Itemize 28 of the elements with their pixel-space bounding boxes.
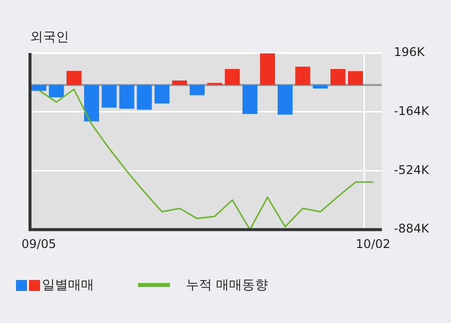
bar	[190, 85, 205, 96]
legend-label: 일별매매	[42, 277, 94, 294]
x-tick-label: 10/02	[356, 236, 390, 251]
chart-title: 외국인	[30, 29, 69, 46]
bar	[207, 82, 222, 86]
bar	[348, 71, 363, 86]
bar	[84, 85, 100, 122]
bar	[172, 80, 188, 86]
bar	[312, 85, 328, 88]
y-tick-label: -164K	[394, 104, 430, 118]
bar	[242, 85, 258, 114]
bar	[66, 70, 82, 86]
bar	[119, 85, 134, 109]
bar	[102, 85, 117, 108]
y-tick-label: 196K	[394, 45, 426, 60]
bar	[330, 69, 346, 86]
bar	[154, 85, 170, 104]
x-tick-label: 09/05	[22, 236, 56, 251]
bar	[278, 85, 293, 115]
bar	[260, 53, 276, 86]
y-tick-label: -524K	[394, 162, 430, 177]
bar	[31, 85, 46, 91]
bar	[48, 85, 64, 98]
bar	[295, 66, 310, 86]
bar	[136, 85, 152, 110]
legend-label: 누적 매매동향	[186, 277, 268, 294]
bar	[224, 69, 240, 86]
y-tick-label: -884K	[394, 222, 430, 236]
